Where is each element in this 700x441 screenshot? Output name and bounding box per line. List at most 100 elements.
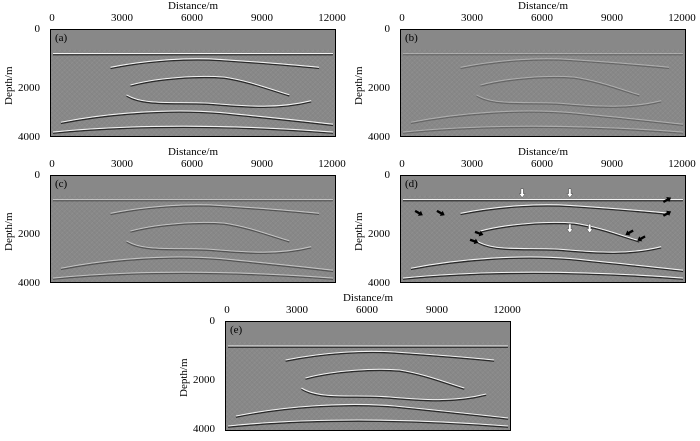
noise-streak <box>51 49 91 89</box>
noise-streak <box>505 49 595 136</box>
noise-streak <box>519 49 610 136</box>
noise-streak <box>51 82 106 136</box>
noise-streak <box>460 49 551 136</box>
noise-streak <box>401 49 451 99</box>
noise-streak <box>226 341 252 367</box>
basement-reflector <box>227 419 509 427</box>
noise-streak <box>313 261 335 282</box>
noise-streak <box>164 49 255 136</box>
black-arrow <box>625 229 634 236</box>
noise-streak <box>549 49 640 136</box>
noise-streak <box>130 195 221 282</box>
noise-streak <box>60 49 151 136</box>
noise-streak <box>609 62 685 136</box>
noise-streak <box>244 195 335 282</box>
noise-streak <box>274 223 335 282</box>
noise-streak <box>483 404 510 430</box>
noise-streak <box>485 195 575 282</box>
noise-streak <box>226 361 296 430</box>
noise-streak <box>384 341 475 430</box>
noise-streak <box>51 209 126 282</box>
noise-streak <box>304 49 335 80</box>
noise-streak <box>493 413 510 430</box>
noise-streak <box>100 195 191 282</box>
y-axis-title: Depth/m <box>178 358 190 398</box>
noise-streak <box>140 195 230 282</box>
noise-streak <box>584 49 675 136</box>
upper-lens <box>110 204 320 214</box>
noise-streak <box>401 195 461 254</box>
noise-streak <box>51 49 86 84</box>
noise-streak <box>51 73 116 136</box>
upper-lens-shadow <box>460 205 670 216</box>
noise-streak <box>529 195 620 282</box>
noise-streak <box>265 341 356 430</box>
noise-streak <box>235 341 326 430</box>
noise-streak <box>401 111 427 136</box>
noise-streak <box>658 49 685 75</box>
noise-streak <box>100 49 191 136</box>
basement-reflector-shadow <box>52 272 334 280</box>
noise-streak <box>510 195 600 282</box>
noise-streak <box>105 195 196 282</box>
noise-streak <box>599 49 685 133</box>
noise-streak <box>145 195 235 282</box>
x-tick: 9000 <box>251 158 273 170</box>
noise-streak <box>639 91 685 136</box>
noise-streak <box>264 67 335 136</box>
x-tick: 3000 <box>286 304 308 316</box>
noise-streak <box>226 341 311 426</box>
noise-streak <box>95 49 186 136</box>
noise-streak <box>401 200 486 282</box>
noise-streak <box>226 405 252 430</box>
noise-streak <box>250 341 341 430</box>
x-tick: 9000 <box>426 304 448 316</box>
noise-streak <box>614 213 685 282</box>
x-tick: 6000 <box>356 304 378 316</box>
noise-streak <box>140 195 230 282</box>
noise-streak <box>415 49 506 136</box>
noise-streak <box>401 49 486 132</box>
noise-streak <box>224 49 315 136</box>
noise-streak <box>401 262 422 282</box>
noise-streak <box>514 49 605 136</box>
noise-streak <box>554 49 645 136</box>
panel-label: (c) <box>55 178 68 190</box>
noise-streak <box>594 49 685 136</box>
x-tick: 6000 <box>181 158 203 170</box>
noise-streak <box>510 49 600 136</box>
noise-streak <box>524 195 615 282</box>
noise-streak <box>164 195 255 282</box>
noise-streak <box>450 49 541 136</box>
deep-reflector-shadow <box>60 257 334 273</box>
noise-streak <box>184 195 275 282</box>
noise-streak <box>658 256 685 282</box>
noise-streak <box>445 195 536 282</box>
noise-streak <box>90 49 181 136</box>
noise-streak <box>304 195 335 226</box>
noise-streak <box>579 195 670 282</box>
noise-streak <box>249 53 335 136</box>
noise-streak <box>539 49 630 136</box>
noise-streak <box>110 195 201 282</box>
noise-streak <box>539 195 630 282</box>
noise-streak <box>226 346 311 430</box>
noise-streak <box>70 195 161 282</box>
noise-streak <box>285 341 376 430</box>
noise-streak <box>404 341 495 430</box>
noise-streak <box>349 341 440 430</box>
noise-streak <box>401 54 486 136</box>
noise-streak <box>105 49 196 136</box>
noise-streak <box>130 49 221 136</box>
noise-streak <box>270 341 361 430</box>
noise-streak <box>569 49 660 136</box>
noise-streak <box>226 341 256 372</box>
noise-streak <box>629 81 685 136</box>
noise-streak <box>51 233 101 282</box>
noise-streak <box>51 257 77 282</box>
noise-streak <box>150 49 240 136</box>
noise-streak <box>549 195 640 282</box>
noise-streak <box>459 341 510 393</box>
black-arrow <box>662 197 672 204</box>
upper-lens <box>460 204 670 214</box>
